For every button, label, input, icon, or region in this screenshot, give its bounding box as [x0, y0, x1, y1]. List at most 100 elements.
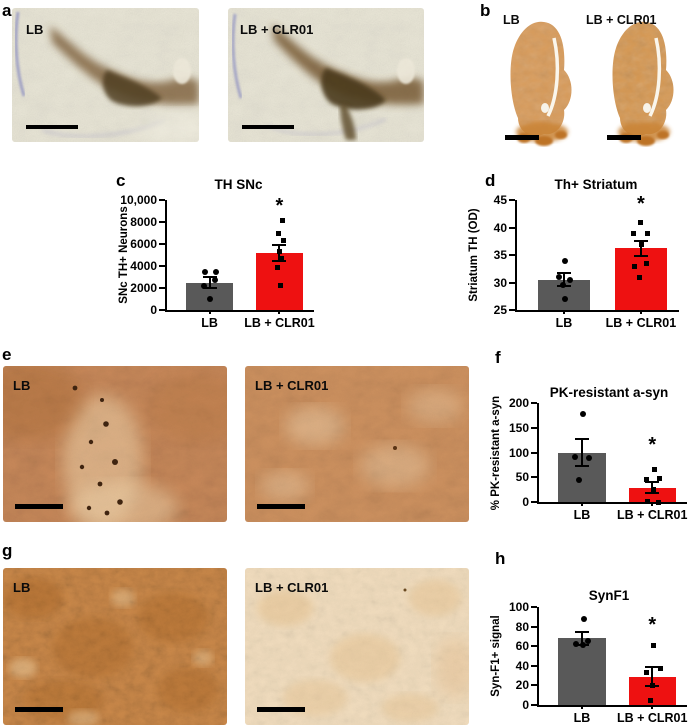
data-point — [566, 276, 573, 283]
data-point — [276, 249, 282, 255]
data-point — [559, 282, 566, 289]
plot-area: 0 2000 4000 6000 8000 10,000 LB LB + CLR01 * — [120, 194, 314, 329]
y-tick-label: 0 — [150, 303, 157, 317]
x-tick-mark — [639, 310, 642, 314]
scale-bar — [15, 707, 63, 712]
data-point — [579, 410, 586, 417]
chart-title: Th+ Striatum — [554, 177, 638, 192]
y-tick-mark — [509, 309, 515, 311]
panel-letter-h: h — [495, 549, 506, 568]
error-bar — [651, 666, 654, 687]
y-tick-label: 100 — [508, 445, 529, 460]
data-point — [277, 283, 283, 289]
panel-letter-a: a — [2, 1, 12, 20]
data-point — [280, 238, 286, 244]
y-tick-mark — [509, 226, 515, 229]
error-bar — [562, 273, 565, 287]
y-tick-mark — [531, 606, 537, 608]
x-tick-mark — [651, 705, 654, 709]
y-tick-mark — [509, 281, 515, 284]
x-category-label: LB + CLR01 — [605, 316, 677, 330]
data-point — [200, 282, 207, 289]
panel-e-image-lb: LB — [3, 366, 227, 522]
y-tick-label: 60 — [515, 639, 529, 654]
data-point — [631, 230, 637, 236]
y-tick-mark — [509, 254, 515, 256]
y-tick-label: 8000 — [130, 215, 157, 229]
data-point — [275, 230, 281, 236]
y-tick-label: 30 — [493, 275, 507, 290]
internal-capsule-slit — [546, 37, 560, 117]
y-tick-label: 100 — [508, 600, 529, 614]
y-tick-mark — [509, 199, 515, 201]
x-category-label: LB + CLR01 — [244, 316, 315, 330]
error-cap-top — [272, 243, 287, 246]
panel-letter-b: b — [480, 1, 491, 20]
data-point — [279, 218, 285, 224]
y-tick-label: 25 — [493, 303, 507, 317]
significance-asterisk: * — [648, 433, 657, 456]
y-tick-mark — [159, 287, 165, 289]
scale-bar — [607, 135, 641, 140]
error-cap-top — [574, 630, 589, 633]
image-label: LB + CLR01 — [586, 13, 657, 27]
y-tick-mark — [159, 199, 165, 201]
y-tick-label: 50 — [515, 470, 529, 485]
x-category-label: LB — [555, 316, 573, 330]
y-tick-label: 20 — [515, 678, 529, 693]
y-tick-label: 0 — [522, 495, 529, 509]
bar-lb — [558, 638, 606, 705]
data-point — [643, 670, 649, 676]
data-point — [657, 666, 663, 672]
y-tick-label: 10,000 — [120, 193, 157, 207]
panel-a-image-lb: LB — [12, 8, 199, 142]
error-cap-top — [633, 239, 648, 242]
y-tick-mark — [531, 645, 537, 648]
panel-b-image-lb: LB — [498, 8, 582, 150]
data-point — [278, 255, 284, 261]
data-point — [644, 498, 650, 504]
image-label: LB + CLR01 — [240, 22, 313, 37]
image-label: LB + CLR01 — [255, 378, 328, 393]
y-tick-label: 0 — [522, 698, 529, 712]
y-tick-label: 40 — [493, 220, 507, 235]
bar-lb-clr01 — [255, 252, 303, 310]
data-point — [656, 476, 662, 482]
y-tick-mark — [159, 265, 165, 267]
data-point — [571, 454, 578, 461]
data-point — [643, 477, 649, 483]
scale-bar — [15, 504, 63, 509]
y-tick-label: 40 — [515, 658, 529, 673]
panel-a-image-lb-clr01: LB + CLR01 — [228, 8, 424, 142]
image-label: LB — [26, 22, 43, 37]
y-tick-mark — [531, 625, 537, 628]
data-point — [579, 642, 586, 649]
data-point — [650, 642, 656, 648]
panel-letter-f: f — [495, 348, 501, 367]
image-label: LB — [503, 13, 520, 27]
x-category-label: LB — [573, 711, 591, 725]
scale-bar — [257, 504, 305, 509]
x-category-label: LB — [573, 508, 591, 522]
data-point — [651, 466, 657, 472]
error-bar — [580, 438, 583, 467]
scale-bar — [505, 135, 539, 140]
plot-area: 0 50 100 150 200 LB LB + CLR01 * — [509, 397, 688, 521]
error-cap-top — [202, 276, 217, 278]
data-point — [211, 277, 218, 284]
data-point — [561, 296, 568, 302]
chart-title: PK-resistant a-syn — [549, 385, 669, 400]
error-bar — [580, 631, 583, 646]
y-tick-mark — [531, 501, 537, 503]
data-point — [212, 268, 219, 275]
x-category-label: LB — [201, 316, 218, 330]
image-label: LB + CLR01 — [255, 580, 328, 595]
data-point — [649, 682, 655, 688]
data-point — [274, 264, 280, 270]
error-cap-top — [574, 437, 589, 440]
significance-asterisk: * — [275, 194, 284, 217]
data-point — [655, 499, 661, 505]
y-tick-label: 35 — [493, 248, 507, 262]
panel-letter-g: g — [2, 541, 13, 560]
error-bar — [639, 240, 642, 257]
